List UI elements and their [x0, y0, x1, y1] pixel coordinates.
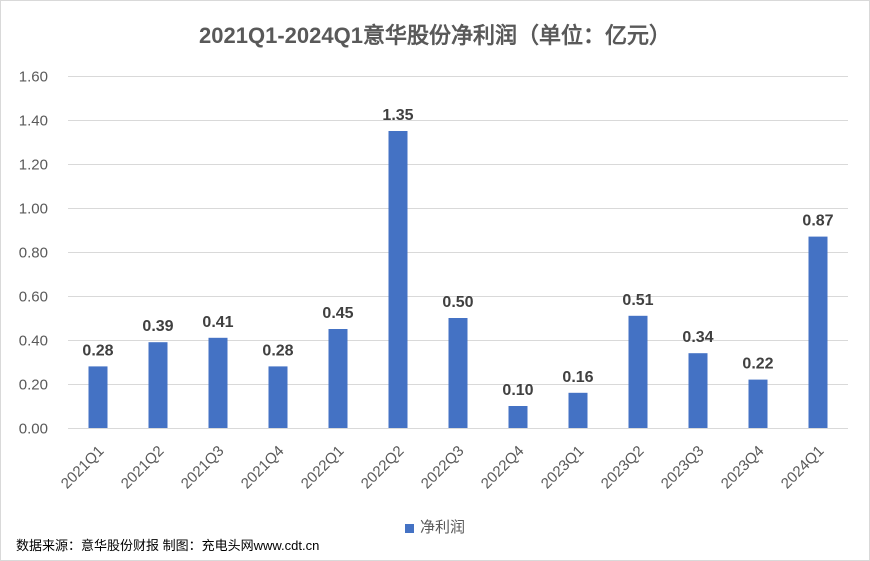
data-label-2023Q2: 0.51: [622, 292, 653, 309]
bar-2023Q1: [568, 392, 588, 428]
data-label-2023Q1: 0.16: [562, 369, 593, 386]
bar-2023Q2: [628, 315, 648, 428]
x-tick-label-2022Q2: 2022Q2: [358, 443, 408, 493]
y-tick-label-1.60: 1.60: [19, 69, 48, 86]
bar-2021Q2: [148, 342, 168, 428]
data-label-2022Q2: 1.35: [382, 107, 413, 124]
y-tick-label-1.40: 1.40: [19, 113, 48, 130]
y-tick-label-0.60: 0.60: [19, 289, 48, 306]
y-tick-label-0.00: 0.00: [19, 421, 48, 438]
x-tick-label-2023Q1: 2023Q1: [538, 443, 588, 493]
data-label-2022Q1: 0.45: [322, 305, 353, 322]
legend-label: 净利润: [419, 519, 465, 536]
bar-2023Q4: [748, 379, 768, 428]
x-tick-label-2022Q4: 2022Q4: [478, 443, 528, 493]
data-label-2024Q1: 0.87: [802, 213, 833, 230]
x-tick-label-2021Q2: 2021Q2: [118, 443, 168, 493]
bar-2022Q3: [448, 318, 468, 428]
source-note: 数据来源：意华股份财报 制图：充电头网www.cdt.cn: [16, 538, 320, 553]
legend: 净利润: [1, 518, 869, 538]
data-label-2022Q4: 0.10: [502, 382, 533, 399]
x-tick-label-2021Q1: 2021Q1: [58, 443, 108, 493]
y-tick-label-1.00: 1.00: [19, 201, 48, 218]
chart-title: 2021Q1-2024Q1意华股份净利润（单位：亿元）: [199, 23, 671, 48]
bar-2022Q1: [328, 329, 348, 428]
data-label-2023Q3: 0.34: [682, 329, 713, 346]
data-label-2023Q4: 0.22: [742, 356, 773, 373]
bar-2022Q2: [388, 131, 408, 428]
x-tick-label-2023Q2: 2023Q2: [598, 443, 648, 493]
y-tick-label-0.80: 0.80: [19, 245, 48, 262]
y-tick-label-0.20: 0.20: [19, 377, 48, 394]
bar-2021Q1: [88, 366, 108, 428]
x-tick-label-2023Q3: 2023Q3: [658, 443, 708, 493]
bar-2024Q1: [808, 236, 828, 428]
data-label-2021Q3: 0.41: [202, 314, 233, 331]
x-tick-label-2021Q4: 2021Q4: [238, 443, 288, 493]
bar-2022Q4: [508, 406, 528, 428]
x-tick-label-2023Q4: 2023Q4: [718, 443, 768, 493]
data-label-2021Q2: 0.39: [142, 318, 173, 335]
legend-swatch: [404, 523, 414, 533]
data-label-2021Q1: 0.28: [82, 342, 113, 359]
bar-2021Q4: [268, 366, 288, 428]
bar-2023Q3: [688, 353, 708, 428]
y-tick-label-0.40: 0.40: [19, 333, 48, 350]
x-tick-label-2022Q3: 2022Q3: [418, 443, 468, 493]
data-label-2022Q3: 0.50: [442, 294, 473, 311]
bar-2021Q3: [208, 337, 228, 428]
x-tick-label-2021Q3: 2021Q3: [178, 443, 228, 493]
x-tick-label-2022Q1: 2022Q1: [298, 443, 348, 493]
x-tick-label-2024Q1: 2024Q1: [778, 443, 828, 493]
data-label-2021Q4: 0.28: [262, 342, 293, 359]
y-tick-label-1.20: 1.20: [19, 157, 48, 174]
